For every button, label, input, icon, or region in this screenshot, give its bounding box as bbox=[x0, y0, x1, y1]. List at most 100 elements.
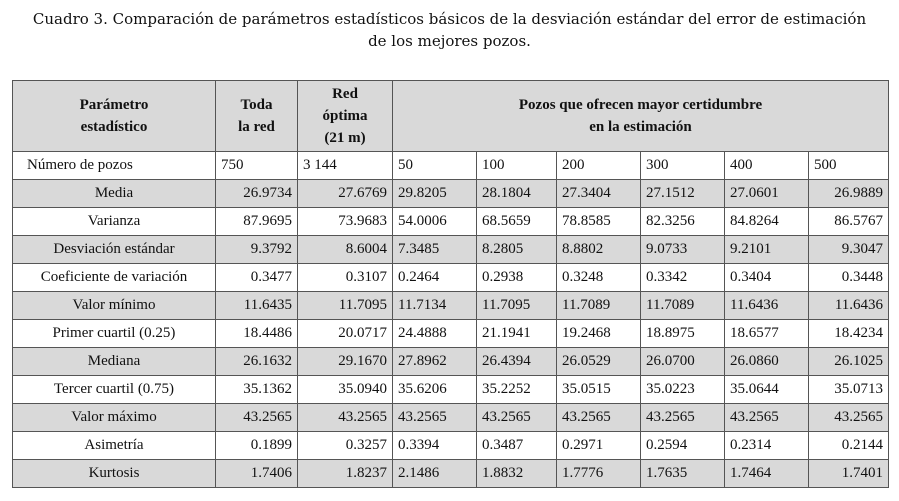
table-cell: 1.8832 bbox=[476, 459, 557, 488]
table-row: Número de pozos 750 3 144 50 100 200 300 400 500 bbox=[12, 151, 890, 180]
table-cell: 11.6436 bbox=[724, 291, 809, 320]
table-cell: 500 bbox=[807, 151, 890, 180]
table-row: Media 26.9734 27.6769 29.8205 28.1804 27.3404… bbox=[12, 179, 890, 208]
table-cell: 100 bbox=[476, 151, 557, 180]
table-cell: 0.2594 bbox=[640, 431, 725, 460]
table-cell: 9.3792 bbox=[215, 235, 298, 264]
table-cell: 0.3477 bbox=[215, 263, 298, 292]
table-cell: 0.2464 bbox=[392, 263, 477, 292]
table-cell: 29.8205 bbox=[392, 179, 477, 208]
table-cell: 28.1804 bbox=[476, 179, 557, 208]
table-cell: 1.7406 bbox=[215, 459, 298, 488]
table-cell: 26.0700 bbox=[640, 347, 725, 376]
table-cell: 0.2144 bbox=[807, 431, 890, 460]
table-cell: 11.7095 bbox=[297, 291, 393, 320]
table-cell: 11.6435 bbox=[215, 291, 298, 320]
table-cell: 18.4234 bbox=[807, 319, 890, 348]
table-cell: 18.6577 bbox=[724, 319, 809, 348]
table-cell: 0.3248 bbox=[556, 263, 641, 292]
table-cell: 18.8975 bbox=[640, 319, 725, 348]
table-row: Coeficiente de variación 0.3477 0.3107 0.24… bbox=[12, 263, 890, 292]
table-cell: 8.6004 bbox=[297, 235, 393, 264]
table-cell: 35.0223 bbox=[640, 375, 725, 404]
caption-line-1: Cuadro 3. Comparación de parámetros esta… bbox=[32, 10, 867, 28]
table-cell: 11.7134 bbox=[392, 291, 477, 320]
table-cell: 11.7089 bbox=[640, 291, 725, 320]
table-cell: 0.3107 bbox=[297, 263, 393, 292]
header-row: Parámetro estadístico Toda la red Red óp… bbox=[12, 80, 890, 152]
table-cell: 200 bbox=[556, 151, 641, 180]
table-cell: 26.1025 bbox=[807, 347, 890, 376]
table-cell: 1.8237 bbox=[297, 459, 393, 488]
table-cell: 26.0860 bbox=[724, 347, 809, 376]
table-cell: 35.0644 bbox=[724, 375, 809, 404]
table-cell: 27.0601 bbox=[724, 179, 809, 208]
table-cell: 1.7635 bbox=[640, 459, 725, 488]
table-cell: 1.7464 bbox=[724, 459, 809, 488]
table-cell: 19.2468 bbox=[556, 319, 641, 348]
table-cell: 8.2805 bbox=[476, 235, 557, 264]
row-label: Valor máximo bbox=[12, 403, 216, 432]
row-label: Primer cuartil (0.25) bbox=[12, 319, 216, 348]
header-toda-la-red: Toda la red bbox=[215, 80, 298, 152]
table-cell: 26.4394 bbox=[476, 347, 557, 376]
row-label: Kurtosis bbox=[12, 459, 216, 488]
table-cell: 20.0717 bbox=[297, 319, 393, 348]
table-cell: 0.1899 bbox=[215, 431, 298, 460]
table-cell: 82.3256 bbox=[640, 207, 725, 236]
table-cell: 26.0529 bbox=[556, 347, 641, 376]
table-cell: 50 bbox=[392, 151, 477, 180]
table-cell: 26.9734 bbox=[215, 179, 298, 208]
table-cell: 26.1632 bbox=[215, 347, 298, 376]
table-cell: 0.2938 bbox=[476, 263, 557, 292]
row-label: Número de pozos bbox=[12, 151, 216, 180]
table-cell: 0.3487 bbox=[476, 431, 557, 460]
caption-line-2: de los mejores pozos. bbox=[368, 32, 531, 50]
table-cell: 73.9683 bbox=[297, 207, 393, 236]
table-cell: 1.7776 bbox=[556, 459, 641, 488]
table-cell: 3 144 bbox=[297, 151, 393, 180]
row-label: Media bbox=[12, 179, 216, 208]
table-cell: 78.8585 bbox=[556, 207, 641, 236]
header-red-optima: Red óptima (21 m) bbox=[297, 80, 393, 152]
table-cell: 35.2252 bbox=[476, 375, 557, 404]
table-cell: 750 bbox=[215, 151, 298, 180]
table-cell: 27.1512 bbox=[640, 179, 725, 208]
table-cell: 87.9695 bbox=[215, 207, 298, 236]
table-cell: 43.2565 bbox=[297, 403, 393, 432]
table-cell: 43.2565 bbox=[392, 403, 477, 432]
table-row: Tercer cuartil (0.75) 35.1362 35.0940 35.62… bbox=[12, 375, 890, 404]
table-cell: 27.3404 bbox=[556, 179, 641, 208]
table-cell: 84.8264 bbox=[724, 207, 809, 236]
row-label: Tercer cuartil (0.75) bbox=[12, 375, 216, 404]
table-row: Varianza 87.9695 73.9683 54.0006 68.5659 78.8… bbox=[12, 207, 890, 236]
table-cell: 0.3394 bbox=[392, 431, 477, 460]
table-row: Asimetría 0.1899 0.3257 0.3394 0.3487 0.2971 0… bbox=[12, 431, 890, 460]
table-cell: 27.6769 bbox=[297, 179, 393, 208]
table-cell: 11.7095 bbox=[476, 291, 557, 320]
table-cell: 9.2101 bbox=[724, 235, 809, 264]
table-cell: 24.4888 bbox=[392, 319, 477, 348]
table-cell: 11.6436 bbox=[807, 291, 890, 320]
row-label: Asimetría bbox=[12, 431, 216, 460]
table-row: Mediana 26.1632 29.1670 27.8962 26.4394 26.05… bbox=[12, 347, 890, 376]
table-cell: 0.3342 bbox=[640, 263, 725, 292]
table-cell: 27.8962 bbox=[392, 347, 477, 376]
table-row: Kurtosis 1.7406 1.8237 2.1486 1.8832 1.7776 1.… bbox=[12, 459, 890, 488]
table-cell: 43.2565 bbox=[476, 403, 557, 432]
table-cell: 29.1670 bbox=[297, 347, 393, 376]
table-cell: 26.9889 bbox=[807, 179, 890, 208]
table-cell: 35.1362 bbox=[215, 375, 298, 404]
table-cell: 2.1486 bbox=[392, 459, 477, 488]
table-cell: 9.3047 bbox=[807, 235, 890, 264]
table-cell: 35.0940 bbox=[297, 375, 393, 404]
table-cell: 0.2971 bbox=[556, 431, 641, 460]
table-cell: 0.3448 bbox=[807, 263, 890, 292]
header-parametro: Parámetro estadístico bbox=[12, 80, 216, 152]
table-cell: 35.0713 bbox=[807, 375, 890, 404]
table-cell: 68.5659 bbox=[476, 207, 557, 236]
table-cell: 18.4486 bbox=[215, 319, 298, 348]
row-label: Mediana bbox=[12, 347, 216, 376]
table-cell: 0.3257 bbox=[297, 431, 393, 460]
table-body: Número de pozos 750 3 144 50 100 200 300 400 500… bbox=[12, 151, 890, 488]
